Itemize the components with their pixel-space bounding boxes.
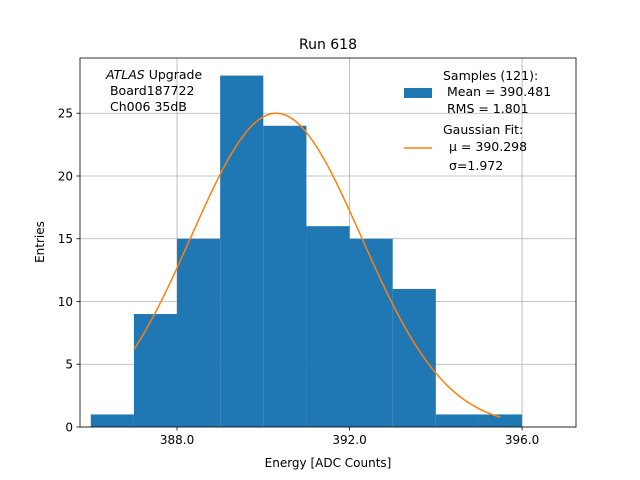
y-tick-label: 5 [65, 358, 73, 372]
histogram-bar [478, 414, 523, 427]
histogram-bar [306, 226, 350, 427]
histogram-bars [90, 75, 523, 428]
legend-fit-sigma: σ=1.972 [449, 158, 503, 173]
histogram-bar [263, 125, 307, 427]
annotation-board: Board187722 [106, 83, 194, 98]
histogram-bar [220, 75, 264, 428]
annotation-upgrade: Upgrade [145, 67, 203, 82]
legend-rms-label: RMS = 1.801 [443, 101, 529, 116]
annotation-atlas: ATLAS [105, 67, 145, 82]
gaussian-fit-line [133, 112, 501, 419]
histogram-bar [90, 414, 134, 427]
legend-fit-mu: μ = 390.298 [449, 139, 527, 154]
histogram-bar [133, 314, 178, 427]
y-tick-label: 10 [58, 295, 73, 309]
y-axis-ticks: 0 5 10 15 20 25 [58, 107, 80, 435]
x-axis-label: Energy [ADC Counts] [265, 456, 392, 470]
x-axis-ticks: 388.0 392.0 396.0 [160, 427, 539, 447]
annotation-channel: Ch006 35dB [106, 99, 187, 114]
y-tick-label: 15 [58, 232, 73, 246]
y-tick-label: 20 [58, 169, 73, 183]
histogram-bar [392, 288, 436, 427]
legend-samples-label: Samples (121): [443, 68, 538, 83]
legend-hist-swatch [404, 88, 432, 98]
x-tick-label: 396.0 [505, 433, 539, 447]
chart-title: Run 618 [299, 37, 357, 53]
y-tick-label: 25 [58, 107, 73, 121]
histogram-bar [435, 414, 479, 427]
annotation-line-1: ATLAS Upgrade [105, 67, 202, 82]
gaussian-fit [133, 112, 501, 419]
x-tick-label: 388.0 [160, 433, 194, 447]
y-tick-label: 0 [65, 421, 73, 435]
histogram-bar [349, 238, 393, 427]
legend-fit-title: Gaussian Fit: [443, 122, 523, 137]
legend-mean-label: Mean = 390.481 [443, 84, 551, 99]
x-tick-label: 392.0 [332, 433, 366, 447]
y-axis-label: Entries [33, 221, 47, 263]
legend: Samples (121): Mean = 390.481 RMS = 1.80… [404, 68, 551, 173]
atlas-annotation: ATLAS Upgrade Board187722 Ch006 35dB [105, 67, 202, 114]
histogram-bar [177, 238, 221, 427]
plot-frame [79, 57, 577, 428]
